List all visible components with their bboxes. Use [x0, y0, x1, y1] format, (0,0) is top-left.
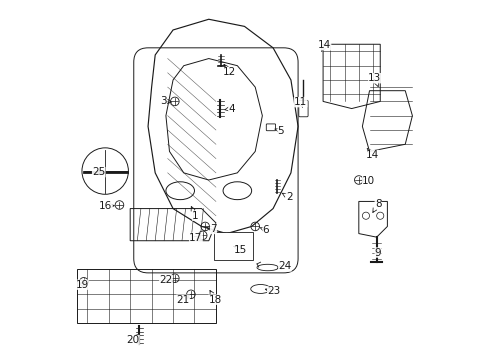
- Text: 14: 14: [317, 40, 330, 51]
- Text: 17: 17: [189, 233, 202, 243]
- Text: 2: 2: [282, 192, 292, 202]
- Text: 11: 11: [293, 97, 306, 107]
- Text: 25: 25: [92, 167, 105, 177]
- Text: 15: 15: [234, 246, 247, 255]
- Text: 21: 21: [176, 294, 189, 305]
- Text: 7: 7: [206, 224, 216, 234]
- Text: 10: 10: [361, 176, 375, 186]
- FancyBboxPatch shape: [266, 124, 275, 131]
- Text: 5: 5: [274, 126, 284, 136]
- Ellipse shape: [223, 182, 251, 200]
- Text: 13: 13: [367, 73, 381, 87]
- Ellipse shape: [257, 264, 278, 271]
- Text: 24: 24: [277, 261, 291, 271]
- Text: 14: 14: [365, 149, 378, 160]
- Text: 22: 22: [159, 275, 172, 285]
- Text: 1: 1: [191, 207, 199, 221]
- Text: 12: 12: [223, 64, 236, 77]
- Text: 18: 18: [208, 291, 222, 305]
- Text: 8: 8: [372, 199, 381, 212]
- Text: 23: 23: [265, 287, 280, 296]
- Text: 19: 19: [75, 280, 88, 290]
- Text: 4: 4: [224, 104, 234, 113]
- Text: 9: 9: [374, 247, 381, 257]
- FancyBboxPatch shape: [214, 232, 253, 260]
- FancyBboxPatch shape: [134, 48, 298, 273]
- Text: 20: 20: [126, 334, 139, 345]
- Ellipse shape: [165, 182, 194, 200]
- Text: 3: 3: [160, 96, 171, 106]
- Ellipse shape: [250, 284, 270, 293]
- Text: 6: 6: [259, 225, 269, 235]
- FancyBboxPatch shape: [298, 100, 307, 117]
- Text: 16: 16: [99, 201, 114, 211]
